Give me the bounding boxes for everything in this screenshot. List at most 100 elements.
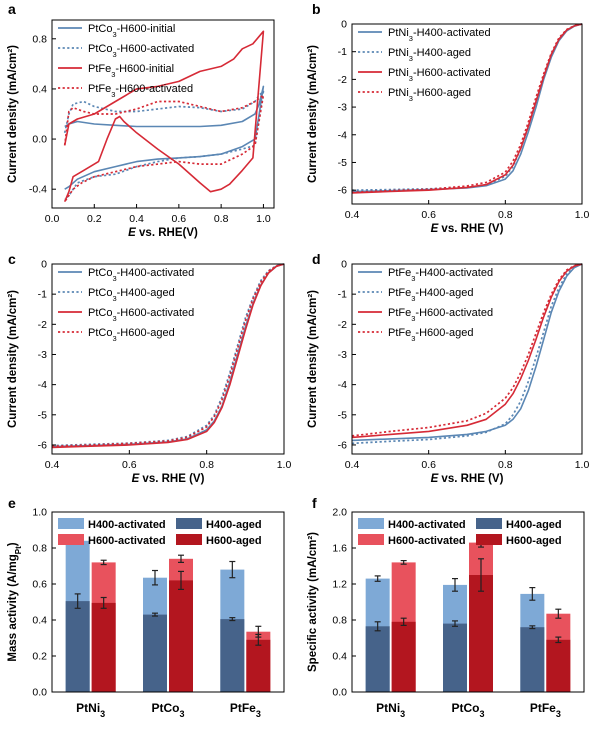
legend-label-e: H600-aged [206,535,262,547]
series-line-b-2 [351,23,583,194]
x-tick-label-c: 1.0 [277,459,292,471]
legend-swatch-e [58,518,84,529]
panel-label-e: e [8,495,16,511]
y-tick-label-c: -1 [38,289,47,301]
panel-e: e PtNi3 PtCo3 PtFe3 0.0 0.2 0.4 0.6 0.8 1.0 Mass a… [7,495,285,719]
y-tick-label-d: -3 [338,349,347,361]
bar-f [469,575,493,692]
y-axis-label-b: Current density (mA/cm²) [307,45,319,183]
y-tick-label-a: 0.4 [32,83,47,95]
y-tick-label-c: -4 [38,379,47,391]
legend-label-a: PtCo3-H600-initial [88,23,175,39]
series-line-d-2 [351,263,583,439]
y-axis-label-e: Mass activity (A/mgPt) [7,542,23,661]
panel-d: d 0.4 0.6 0.8 1.0 0 -1 -2 -3 -4 -5 -6 E vs. RHE (V) C… [307,251,589,485]
legend-label-f: H600-aged [506,535,562,547]
plot-frame-d [351,263,583,455]
legend-label-e: H400-activated [88,519,166,531]
plot-frame-a [51,19,275,209]
x-tick-label-a: 1.0 [256,213,271,225]
bar-f [365,626,390,692]
y-tick-label-f: 1.6 [332,543,347,555]
bar-e [65,601,90,692]
y-axis-label-f: Specific activity (mA/cm²) [307,532,319,672]
panel-f: f PtNi3 PtCo3 PtFe3 0.0 0.4 0.8 1.2 1.6 2.0 Specif… [307,495,585,719]
y-tick-label-a: 0.0 [32,134,47,146]
x-tick-label-b: 0.8 [498,209,513,221]
y-tick-label-d: -1 [338,289,347,301]
category-label-f: PtFe3 [530,701,561,719]
category-label-e: PtCo3 [151,701,184,719]
plot-frame-b [351,23,583,205]
x-tick-label-d: 0.6 [421,459,436,471]
legend-label-a: PtCo3-H600-activated [88,43,194,59]
x-tick-label-d: 0.8 [498,459,513,471]
x-tick-label-a: 0.2 [87,213,102,225]
y-tick-label-e: 0.4 [32,615,47,627]
y-tick-label-c: -2 [38,319,47,331]
x-tick-label-a: 0.6 [172,213,187,225]
y-tick-label-e: 0.6 [32,579,47,591]
x-axis-label-d: E vs. RHE (V) [431,473,504,485]
legend-swatch-e [176,534,202,545]
panel-label-d: d [312,251,321,267]
bar-f [391,621,416,692]
y-tick-label-d: 0 [341,259,347,271]
x-tick-label-b: 1.0 [575,209,590,221]
legend-label-b: PtNi3-H600-aged [388,87,471,103]
y-tick-label-d: -4 [338,379,347,391]
y-tick-label-f: 2.0 [332,507,347,519]
x-axis-label-a: E vs. RHE(V) [128,227,198,239]
y-tick-label-f: 0.4 [332,651,347,663]
bar-f [520,627,545,692]
legend-label-f: H400-aged [506,519,562,531]
plot-frame-f [351,511,585,693]
category-label-e: PtNi3 [76,701,105,719]
legend-label-d: PtFe3-H400-activated [388,267,493,283]
plot-frame-e [51,511,285,693]
series-line-d-3 [351,263,583,437]
panel-label-c: c [8,251,16,267]
legend-label-d: PtFe3-H400-aged [388,287,474,303]
legend-swatch-f [476,534,502,545]
x-tick-label-c: 0.8 [199,459,214,471]
category-label-f: PtNi3 [376,701,405,719]
x-tick-label-a: 0.4 [129,213,144,225]
legend-swatch-e [176,518,202,529]
legend-swatch-f [476,518,502,529]
category-label-f: PtCo3 [451,701,484,719]
y-tick-label-a: 0.8 [32,33,47,45]
panel-label-b: b [312,1,321,17]
legend-label-b: PtNi3-H400-activated [388,27,491,43]
y-tick-label-c: -5 [38,409,47,421]
bar-f [443,623,467,692]
y-tick-label-b: -1 [338,46,347,58]
bar-f [546,639,571,692]
legend-label-d: PtFe3-H600-aged [388,327,474,343]
panel-label-a: a [8,1,16,17]
x-tick-label-a: 0.8 [214,213,229,225]
y-tick-label-e: 0.0 [32,687,47,699]
x-tick-label-b: 0.4 [345,209,360,221]
legend-label-c: PtCo3-H600-activated [88,307,194,323]
y-tick-label-b: 0 [341,19,347,31]
y-tick-label-b: -2 [338,74,347,86]
bar-e [143,614,167,692]
bar-e [246,639,271,692]
y-axis-label-a: Current density (mA/cm²) [7,45,19,183]
panel-c: c 0.4 0.6 0.8 1.0 0 -1 -2 -3 -4 -5 -6 E vs. RHE (V) C… [7,251,291,485]
panel-label-f: f [312,495,317,511]
legend-label-a: PtFe3-H600-initial [88,63,174,79]
legend-label-c: PtCo3-H600-aged [88,327,175,343]
x-tick-label-d: 1.0 [575,459,590,471]
series-line-b-3 [351,23,583,194]
x-tick-label-c: 0.6 [122,459,137,471]
series-line-a-3 [63,94,265,203]
legend-label-b: PtNi3-H400-aged [388,47,471,63]
y-tick-label-b: -6 [338,185,347,197]
legend-swatch-e [58,534,84,545]
legend-swatch-f [358,534,384,545]
legend-label-a: PtFe3-H600-activated [88,83,193,99]
y-tick-label-e: 1.0 [32,507,47,519]
category-label-e: PtFe3 [230,701,261,719]
